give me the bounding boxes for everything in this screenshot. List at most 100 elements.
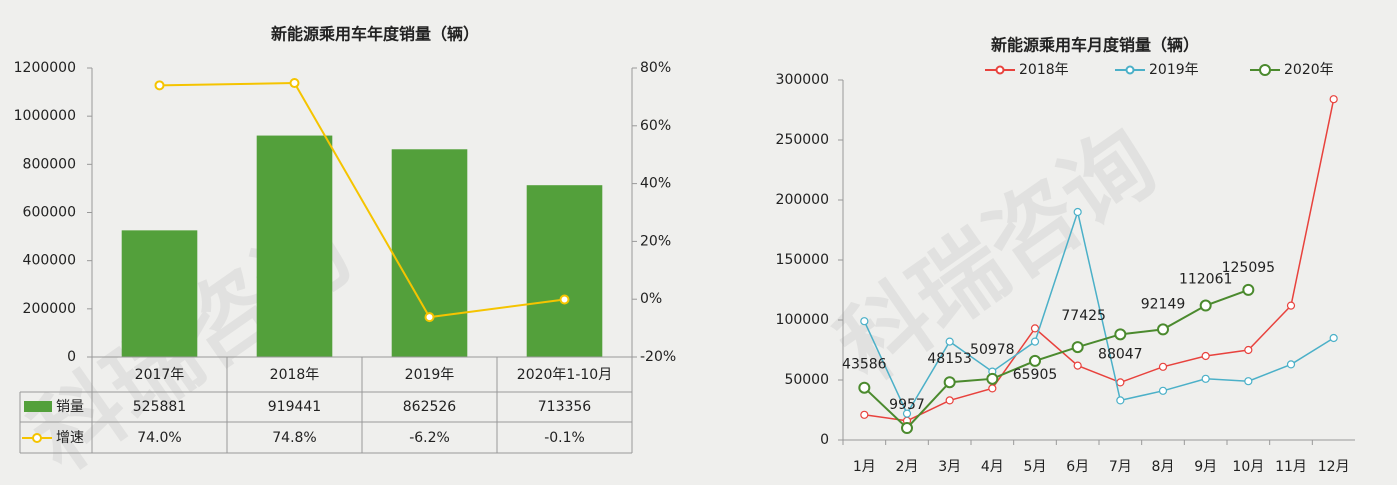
data-label: 92149 (1141, 296, 1186, 312)
y2-tick-label: 40% (640, 176, 671, 192)
legend-marker (1259, 64, 1271, 76)
series-point (1158, 362, 1168, 371)
table-value: 74.8% (272, 430, 316, 446)
x-tick-label: 12月 (1318, 459, 1350, 475)
legend-marker (995, 65, 1005, 75)
y-tick-label: 250000 (776, 132, 829, 148)
x-tick-label: 4月 (981, 459, 1004, 475)
growth-point (154, 80, 165, 91)
series-point (1244, 377, 1253, 386)
x-tick-label: 2017年 (135, 367, 185, 383)
y2-tick-label: 80% (640, 60, 671, 76)
growth-point (289, 78, 300, 89)
series-line (863, 209, 1335, 416)
series-line (864, 99, 1335, 422)
series-point (1201, 351, 1210, 361)
table-value: 862526 (403, 399, 457, 415)
data-label: 48153 (927, 351, 972, 367)
series-point (1116, 378, 1125, 387)
legend-marker (32, 433, 42, 443)
data-label: 112061 (1179, 272, 1232, 288)
bar (121, 230, 198, 357)
x-tick-label: 10月 (1232, 459, 1264, 475)
y-tick-label: 150000 (776, 252, 829, 268)
y-tick-label: 300000 (776, 72, 829, 88)
legend-marker (1125, 65, 1135, 75)
data-label: 43586 (842, 357, 887, 373)
table-value: -0.1% (544, 430, 585, 446)
y2-tick-label: 60% (640, 118, 671, 134)
series-point (901, 422, 913, 435)
x-tick-label: 8月 (1152, 459, 1175, 475)
series-point (1201, 374, 1210, 383)
series-point (902, 409, 912, 418)
bar (256, 135, 333, 357)
legend-label: 销量 (56, 399, 84, 415)
x-tick-label: 11月 (1275, 459, 1307, 475)
series-point (1286, 301, 1296, 310)
y-tick-label: 200000 (776, 192, 829, 208)
series-point (1286, 360, 1296, 369)
y2-tick-label: -20% (640, 349, 676, 365)
x-tick-label: 5月 (1024, 459, 1047, 475)
chart-title: 新能源乘用车月度销量（辆） (991, 36, 1199, 55)
table-value: -6.2% (409, 430, 450, 446)
series-point (1329, 333, 1338, 343)
y-tick-label: 50000 (784, 372, 829, 388)
series-point (1242, 283, 1255, 296)
series-point (1158, 386, 1168, 395)
series-point (945, 337, 954, 346)
growth-point (559, 294, 570, 305)
series-point (1157, 323, 1169, 336)
table-value: 919441 (268, 399, 321, 415)
series-point (1030, 324, 1040, 333)
x-tick-label: 6月 (1066, 459, 1089, 475)
x-tick-label: 1月 (853, 459, 876, 475)
chart-title: 新能源乘用车年度销量（辆） (271, 25, 479, 44)
data-label: 9957 (889, 397, 925, 413)
series-point (1329, 95, 1338, 104)
series-point (945, 396, 954, 405)
legend-label: 增速 (56, 430, 84, 446)
series-point (1071, 341, 1084, 354)
x-tick-label: 3月 (938, 459, 961, 475)
y-tick-label: 1000000 (14, 108, 76, 124)
y-tick-label: 1200000 (14, 60, 76, 76)
x-tick-label: 2018年 (270, 367, 320, 383)
data-label: 88047 (1098, 346, 1143, 362)
series-point (860, 317, 869, 326)
x-tick-label: 7月 (1109, 459, 1132, 475)
series-point (986, 372, 999, 385)
table-value: 74.0% (137, 430, 181, 446)
series-point (1244, 345, 1253, 355)
bar (526, 185, 603, 357)
x-tick-label: 9月 (1194, 459, 1217, 475)
x-tick-label: 2020年1-10月 (517, 367, 612, 383)
series-point (1199, 299, 1212, 312)
bar (391, 149, 468, 357)
series-point (1073, 207, 1082, 217)
data-label: 77425 (1061, 308, 1106, 324)
series-point (1116, 396, 1125, 405)
series-point (1114, 328, 1127, 341)
series-point (1030, 337, 1040, 346)
x-tick-label: 2月 (896, 459, 919, 475)
y-tick-label: 600000 (23, 205, 76, 221)
y2-tick-label: 0% (640, 291, 662, 307)
growth-line (159, 82, 565, 319)
growth-point (424, 312, 435, 323)
series-line (863, 288, 1249, 430)
table-value: 525881 (133, 399, 186, 415)
data-label: 65905 (1013, 367, 1058, 383)
legend-swatch (24, 401, 52, 412)
series-point (858, 381, 871, 394)
series-point (1029, 354, 1041, 367)
y-tick-label: 0 (67, 349, 76, 365)
y-tick-label: 400000 (23, 253, 76, 269)
series-point (1073, 361, 1082, 370)
series-point (988, 384, 997, 393)
y-tick-label: 0 (820, 432, 829, 448)
table-value: 713356 (538, 399, 592, 415)
series-point (943, 376, 956, 389)
